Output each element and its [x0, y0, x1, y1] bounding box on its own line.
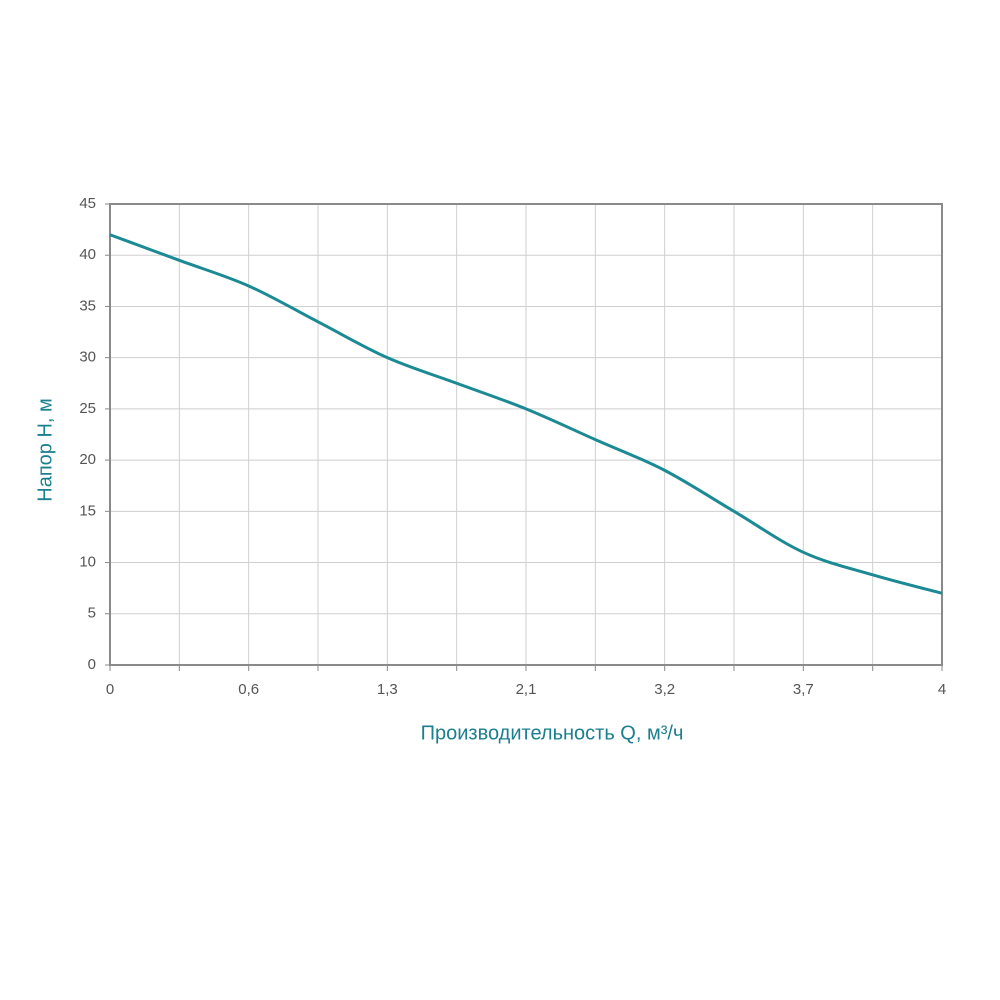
y-axis-title: Напор H, м	[34, 398, 56, 502]
data-line	[109, 233, 943, 595]
y-tick-label: 20	[79, 451, 96, 468]
y-tick-label: 10	[79, 554, 96, 571]
x-tick-label: 3,2	[654, 681, 675, 698]
x-axis-title: Производительность Q, м³/ч	[421, 722, 684, 744]
y-tick-label: 15	[79, 502, 96, 519]
x-tick-label: 1,3	[377, 681, 398, 698]
y-tick-label: 25	[79, 400, 96, 417]
y-tick-label: 30	[79, 349, 96, 366]
y-tick-label: 40	[79, 246, 96, 263]
x-tick-label: 0,6	[238, 681, 259, 698]
y-tick-label: 35	[79, 297, 96, 314]
y-tick-label: 5	[88, 605, 96, 622]
x-tick-label: 2,1	[516, 681, 537, 698]
y-tick-label: 0	[88, 656, 96, 673]
x-tick-label: 3,7	[793, 681, 814, 698]
x-tick-label: 0	[106, 681, 114, 698]
plot-frame	[109, 203, 943, 666]
y-tick-label: 45	[79, 195, 96, 212]
x-tick-label: 4	[938, 681, 946, 698]
